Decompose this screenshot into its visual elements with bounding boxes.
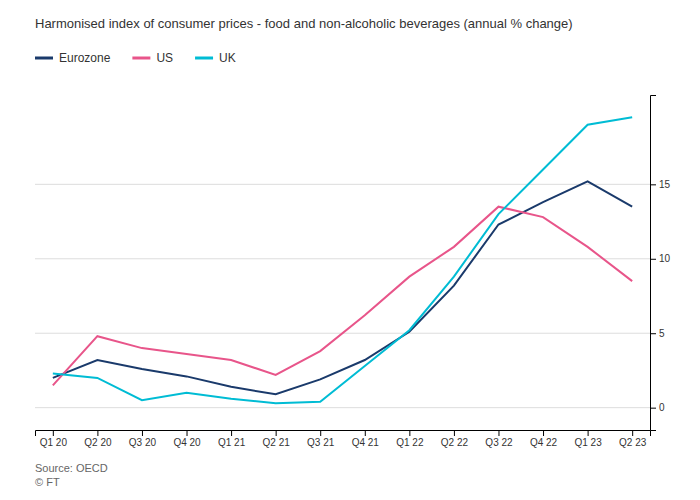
y-tick-mark	[650, 184, 656, 185]
legend-label: UK	[219, 51, 236, 65]
x-tick-label: Q3 22	[485, 437, 513, 448]
x-tick: Q2 22	[441, 430, 469, 448]
x-tick-mark	[588, 430, 589, 436]
x-tick-label: Q4 22	[530, 437, 558, 448]
annotations: Source: OECD © FT	[35, 462, 108, 488]
x-tick-mark	[409, 430, 410, 436]
x-tick-mark	[498, 430, 499, 436]
x-axis-line	[36, 431, 651, 437]
x-axis: Q1 20 Q2 20 Q3 20 Q4 20 Q1 21 Q2 21 Q3 21 Q4 21…	[36, 430, 651, 448]
x-tick-label: Q1 20	[40, 437, 68, 448]
x-tick-mark	[231, 430, 232, 436]
legend-item: UK	[195, 51, 236, 65]
x-tick-mark	[365, 430, 366, 436]
title: Harmonised index of consumer prices - fo…	[35, 16, 573, 31]
x-tick-label: Q1 22	[396, 437, 424, 448]
y-tick-label: 15	[659, 179, 671, 190]
legend-swatch	[195, 57, 213, 60]
x-tick: Q2 21	[263, 430, 291, 448]
x-tick-mark	[320, 430, 321, 436]
x-tick-label: Q3 21	[307, 437, 335, 448]
x-tick-label: Q4 21	[352, 437, 380, 448]
x-tick-mark	[543, 430, 544, 436]
legend-item: Eurozone	[35, 51, 111, 65]
legend-item: US	[132, 51, 173, 65]
x-tick: Q2 20	[84, 430, 112, 448]
legend-label: Eurozone	[59, 51, 111, 65]
plot-area: Q1 20 Q2 20 Q3 20 Q4 20 Q1 21 Q2 21 Q3 21 Q4 21…	[35, 96, 671, 449]
x-tick-label: Q2 22	[441, 437, 469, 448]
x-tick: Q4 21	[352, 430, 380, 448]
y-tick-label: 5	[659, 328, 665, 339]
x-tick: Q3 22	[485, 430, 513, 448]
legend-swatch	[35, 57, 53, 60]
lines	[53, 117, 632, 403]
x-tick-mark	[276, 430, 277, 436]
y-axis-line	[651, 96, 657, 431]
x-tick-label: Q3 20	[129, 437, 157, 448]
legend-swatch	[132, 57, 150, 60]
x-tick: Q1 23	[574, 430, 602, 448]
grid-line	[35, 407, 650, 408]
x-tick-mark	[97, 430, 98, 436]
y-tick: 15	[650, 179, 671, 190]
x-tick: Q1 21	[218, 430, 246, 448]
y-tick: 5	[650, 328, 665, 339]
x-tick-label: Q1 23	[574, 437, 602, 448]
y-tick-mark	[650, 333, 656, 334]
x-tick-label: Q2 20	[84, 437, 112, 448]
x-tick-label: Q2 23	[619, 437, 647, 448]
y-tick-mark	[650, 408, 656, 409]
x-tick: Q1 22	[396, 430, 424, 448]
x-tick-mark	[187, 430, 188, 436]
x-tick-mark	[142, 430, 143, 436]
source-note: Source: OECD	[35, 462, 108, 474]
y-axis: 0 5 10 15	[650, 96, 671, 431]
series-line	[53, 181, 632, 394]
chart: Harmonised index of consumer prices - fo…	[0, 0, 700, 500]
x-tick: Q3 20	[129, 430, 157, 448]
grid-line	[35, 184, 650, 185]
grid	[35, 184, 650, 407]
x-tick-mark	[454, 430, 455, 436]
legend-label: US	[156, 51, 173, 65]
x-tick: Q2 23	[619, 430, 647, 448]
y-tick-label: 0	[659, 402, 665, 413]
y-tick-label: 10	[659, 253, 671, 264]
x-tick-mark	[53, 430, 54, 436]
y-tick: 0	[650, 402, 665, 413]
source-note: © FT	[35, 476, 60, 488]
x-tick-label: Q4 20	[173, 437, 201, 448]
x-tick: Q1 20	[40, 430, 68, 448]
legend: Eurozone US UK	[35, 51, 236, 65]
y-tick-mark	[650, 259, 656, 260]
y-tick: 10	[650, 253, 671, 264]
series-line	[53, 117, 632, 403]
x-tick-mark	[632, 430, 633, 436]
x-tick: Q3 21	[307, 430, 335, 448]
x-tick-label: Q2 21	[263, 437, 291, 448]
series-line	[53, 207, 632, 386]
x-tick: Q4 20	[173, 430, 201, 448]
x-tick: Q4 22	[530, 430, 558, 448]
x-tick-label: Q1 21	[218, 437, 246, 448]
grid-line	[35, 258, 650, 259]
